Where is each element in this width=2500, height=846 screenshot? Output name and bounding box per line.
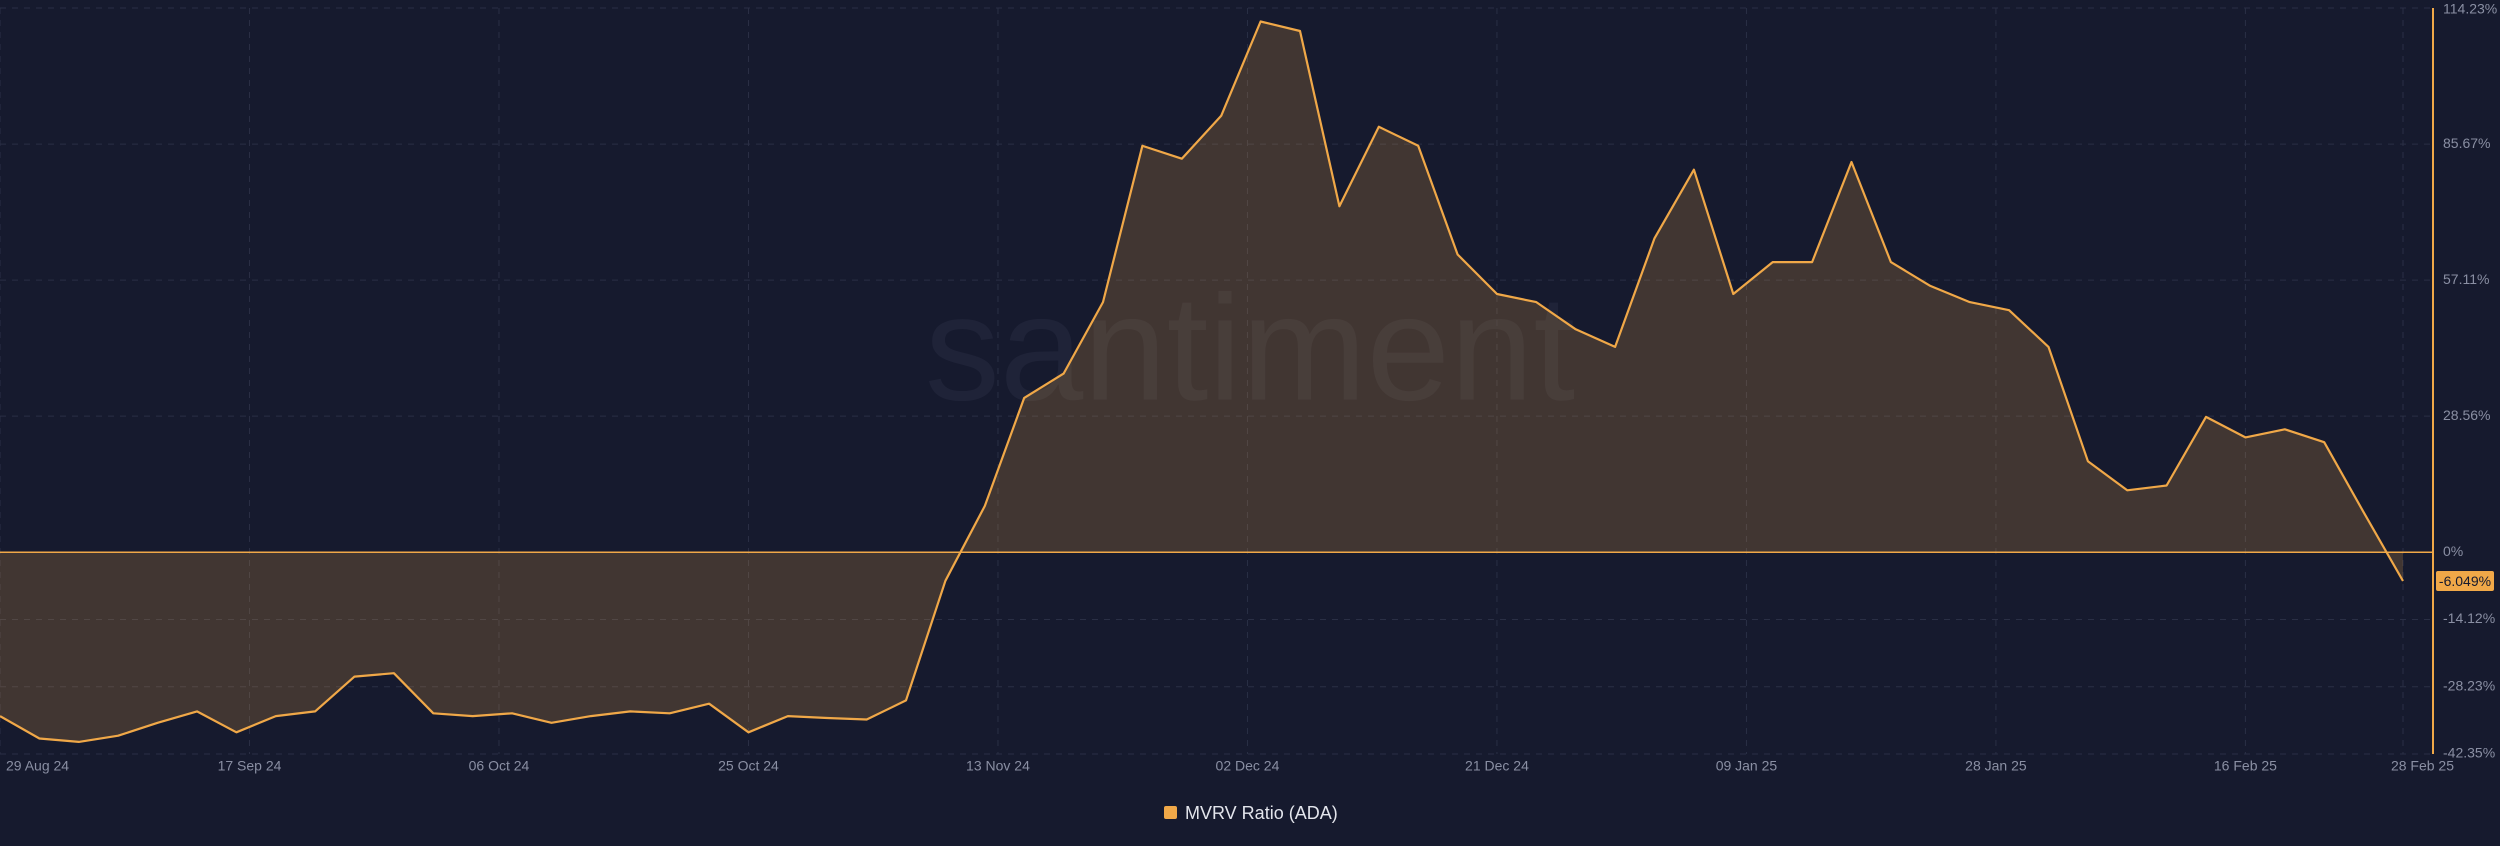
y-tick-label: -42.35% bbox=[2443, 745, 2495, 761]
x-tick-label: 28 Jan 25 bbox=[1965, 758, 2027, 774]
y-tick-label: 57.11% bbox=[2443, 271, 2489, 287]
y-tick-label: 85.67% bbox=[2443, 135, 2490, 151]
x-tick-label: 21 Dec 24 bbox=[1465, 758, 1529, 774]
x-tick-label: 02 Dec 24 bbox=[1216, 758, 1280, 774]
x-tick-label: 28 Feb 25 bbox=[2391, 758, 2454, 774]
x-tick-label: 16 Feb 25 bbox=[2214, 758, 2277, 774]
last-value-badge bbox=[2436, 571, 2494, 592]
y-tick-label: 114.23% bbox=[2443, 1, 2497, 17]
watermark: santiment bbox=[925, 264, 1575, 432]
x-tick-label: 13 Nov 24 bbox=[966, 758, 1030, 774]
legend-label: MVRV Ratio (ADA) bbox=[1185, 803, 1338, 823]
x-tick-label: 25 Oct 24 bbox=[718, 758, 779, 774]
legend-swatch bbox=[1164, 806, 1177, 819]
y-tick-label: -28.23% bbox=[2443, 677, 2495, 693]
x-tick-label: 17 Sep 24 bbox=[218, 758, 282, 774]
last-value-label: -6.049% bbox=[2439, 573, 2491, 589]
x-tick-label: 09 Jan 25 bbox=[1716, 758, 1778, 774]
x-tick-label: 06 Oct 24 bbox=[469, 758, 530, 774]
y-tick-label: -14.12% bbox=[2443, 610, 2495, 626]
series-line bbox=[0, 20, 2404, 743]
area-fill bbox=[0, 21, 2403, 742]
y-tick-label: 0% bbox=[2443, 543, 2463, 559]
x-tick-label: 29 Aug 24 bbox=[6, 758, 69, 774]
y-tick-label: 28.56% bbox=[2443, 407, 2490, 423]
